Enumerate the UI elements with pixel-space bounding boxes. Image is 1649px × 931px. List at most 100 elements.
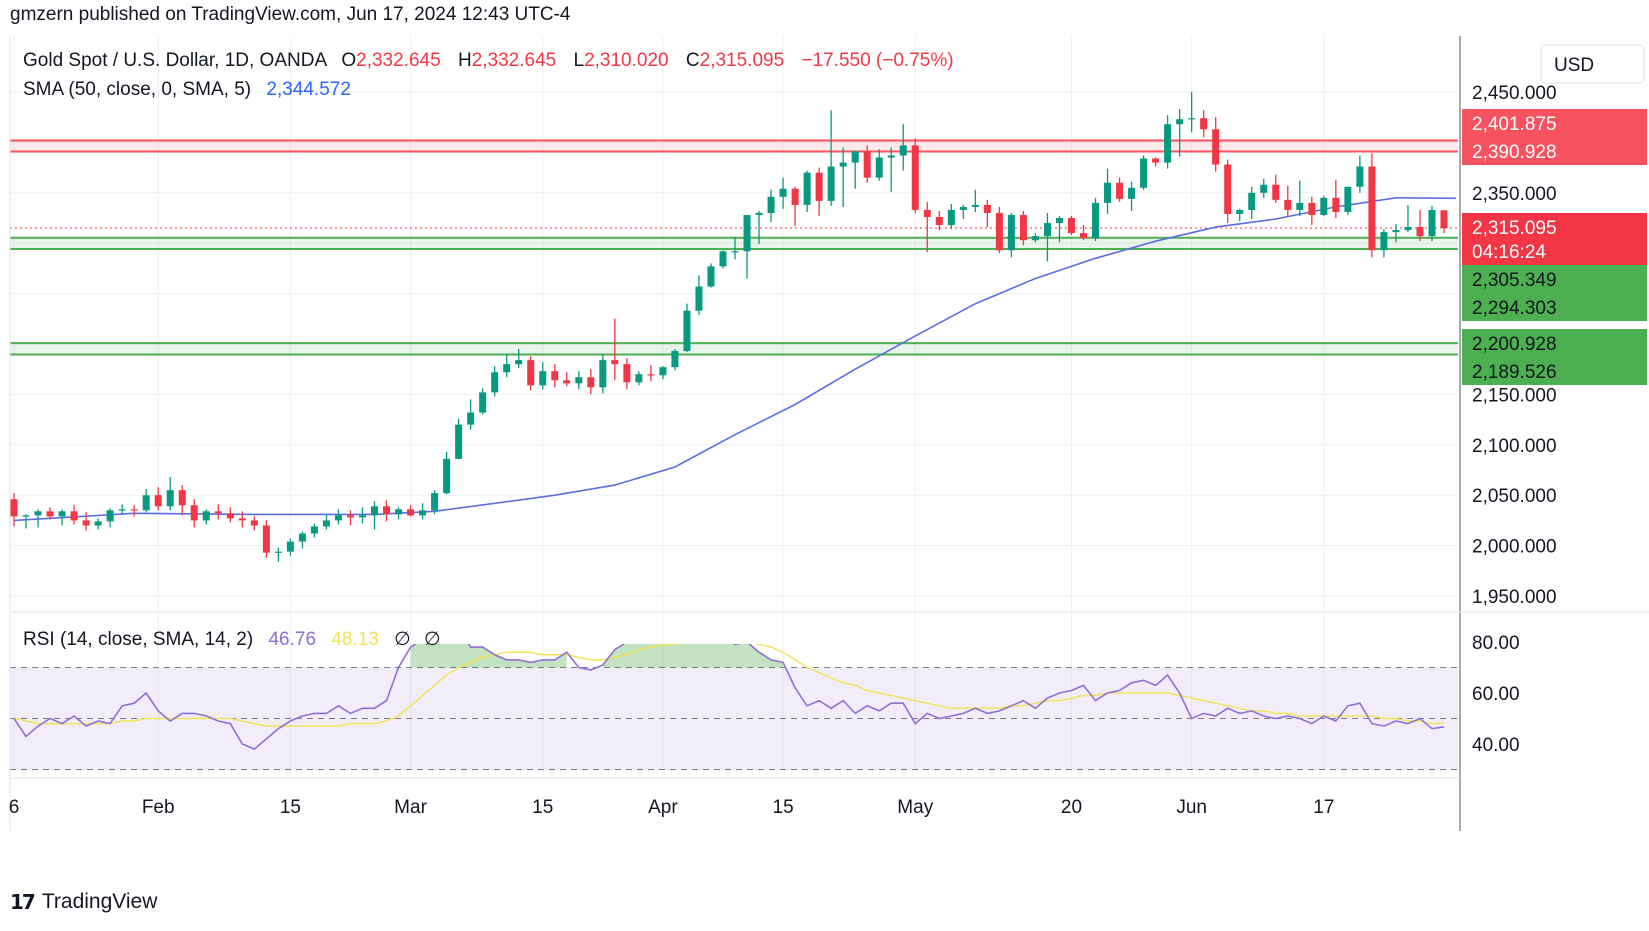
candle xyxy=(274,547,282,562)
time-tick-label: Feb xyxy=(142,797,175,818)
candle-body xyxy=(635,374,643,383)
time-tick-label: 6 xyxy=(9,797,20,818)
candle-body xyxy=(334,515,342,521)
candle-body xyxy=(106,510,114,522)
candle xyxy=(1164,115,1172,169)
rsi-panel xyxy=(10,644,1458,770)
currency-button[interactable]: USD xyxy=(1540,44,1645,84)
candle-body xyxy=(1296,202,1304,210)
candle xyxy=(82,512,90,531)
time-tick-label: Jun xyxy=(1176,797,1207,818)
legend-o-value: 2,332.645 xyxy=(356,50,441,71)
candle xyxy=(899,124,907,171)
legend-l-value: 2,310.020 xyxy=(584,50,669,71)
candle-body xyxy=(719,251,727,267)
candle xyxy=(527,356,535,391)
candle xyxy=(1079,225,1087,241)
candle xyxy=(358,507,366,524)
candle xyxy=(815,167,823,216)
candle xyxy=(455,418,463,459)
candle xyxy=(1404,204,1412,233)
candle-body xyxy=(623,364,631,383)
candle xyxy=(959,204,967,220)
rsi-sma-line xyxy=(13,644,1445,727)
candle xyxy=(707,263,715,288)
candle-body xyxy=(1188,118,1196,120)
candle xyxy=(767,189,775,223)
currency-label: USD xyxy=(1554,55,1594,76)
candle xyxy=(983,199,991,228)
candle-body xyxy=(611,360,619,365)
candle-body xyxy=(779,188,787,197)
candle xyxy=(70,505,78,525)
candle xyxy=(34,509,42,528)
candle xyxy=(58,509,66,526)
candle-body xyxy=(1176,119,1184,125)
candle-body xyxy=(154,495,162,507)
time-tick-label: May xyxy=(897,797,933,818)
candle-body xyxy=(803,172,811,205)
candle xyxy=(226,507,234,523)
brand-name: TradingView xyxy=(41,890,158,913)
price-tag-bg xyxy=(1462,293,1647,321)
candle-body xyxy=(707,266,715,287)
price-tag-label: 2,401.875 xyxy=(1472,114,1557,135)
price-tag-label: 2,390.928 xyxy=(1472,142,1557,163)
candle-body xyxy=(875,157,883,178)
rsi-legend-extra2: ∅ xyxy=(424,629,441,650)
legend-c-label: C xyxy=(686,50,700,71)
legend-c-value: 2,315.095 xyxy=(700,50,785,71)
candle xyxy=(947,203,955,230)
candle-body xyxy=(731,251,739,253)
candle xyxy=(911,138,919,213)
candle-body xyxy=(1019,214,1027,241)
candle-body xyxy=(1308,202,1316,215)
legend-h-value: 2,332.645 xyxy=(472,50,557,71)
price-tag-label: 2,305.349 xyxy=(1472,270,1557,291)
candle-body xyxy=(1224,164,1232,214)
candle xyxy=(827,110,835,206)
chart-area[interactable]: 2,450.000 2,350.000 2,150.000 2,100.000 2,05… xyxy=(0,36,1649,882)
time-tick-label: 15 xyxy=(280,797,301,818)
price-levels xyxy=(10,139,1458,356)
candle-body xyxy=(395,509,403,515)
candle-body xyxy=(1031,236,1039,241)
legend-change: −17.550 (−0.75%) xyxy=(801,50,953,71)
candle-body xyxy=(1164,124,1172,163)
rsi-tick-label: 40.00 xyxy=(1472,735,1520,756)
price-tick-label: 2,100.000 xyxy=(1472,436,1557,457)
candle xyxy=(1236,208,1244,222)
candle-body xyxy=(935,216,943,226)
candle xyxy=(130,505,138,517)
footer-brand[interactable]: 17 TradingView xyxy=(10,890,157,914)
candle xyxy=(1356,155,1364,193)
candle xyxy=(286,538,294,556)
candle xyxy=(383,500,391,522)
chart-svg: 2,450.000 2,350.000 2,150.000 2,100.000 2,05… xyxy=(9,36,1649,831)
price-tag-label: 04:16:24 xyxy=(1472,242,1546,263)
candle-body xyxy=(1320,197,1328,215)
candle xyxy=(779,177,787,209)
candle-body xyxy=(959,206,967,210)
time-tick-label: 20 xyxy=(1061,797,1082,818)
candle xyxy=(1320,195,1328,216)
candle-body xyxy=(1055,218,1063,224)
candle xyxy=(875,149,883,181)
candle-body xyxy=(491,372,499,393)
candle-body xyxy=(551,371,559,381)
candle-body xyxy=(94,521,102,526)
candle-body xyxy=(310,526,318,534)
legend-symbol: Gold Spot / U.S. Dollar, 1D, OANDA xyxy=(23,50,327,71)
candle-body xyxy=(1007,214,1015,251)
candle-body xyxy=(1404,227,1412,231)
candle xyxy=(659,366,667,380)
price-tag-bg xyxy=(1462,109,1647,137)
candle xyxy=(695,275,703,315)
rsi-tick-label: 80.00 xyxy=(1472,633,1520,654)
candle-body xyxy=(563,380,571,384)
candle-body xyxy=(34,511,42,516)
sma-legend-value: 2,344.572 xyxy=(266,79,351,100)
price-tag-bg xyxy=(1462,357,1647,385)
candle xyxy=(1188,92,1196,133)
candle xyxy=(1176,109,1184,157)
